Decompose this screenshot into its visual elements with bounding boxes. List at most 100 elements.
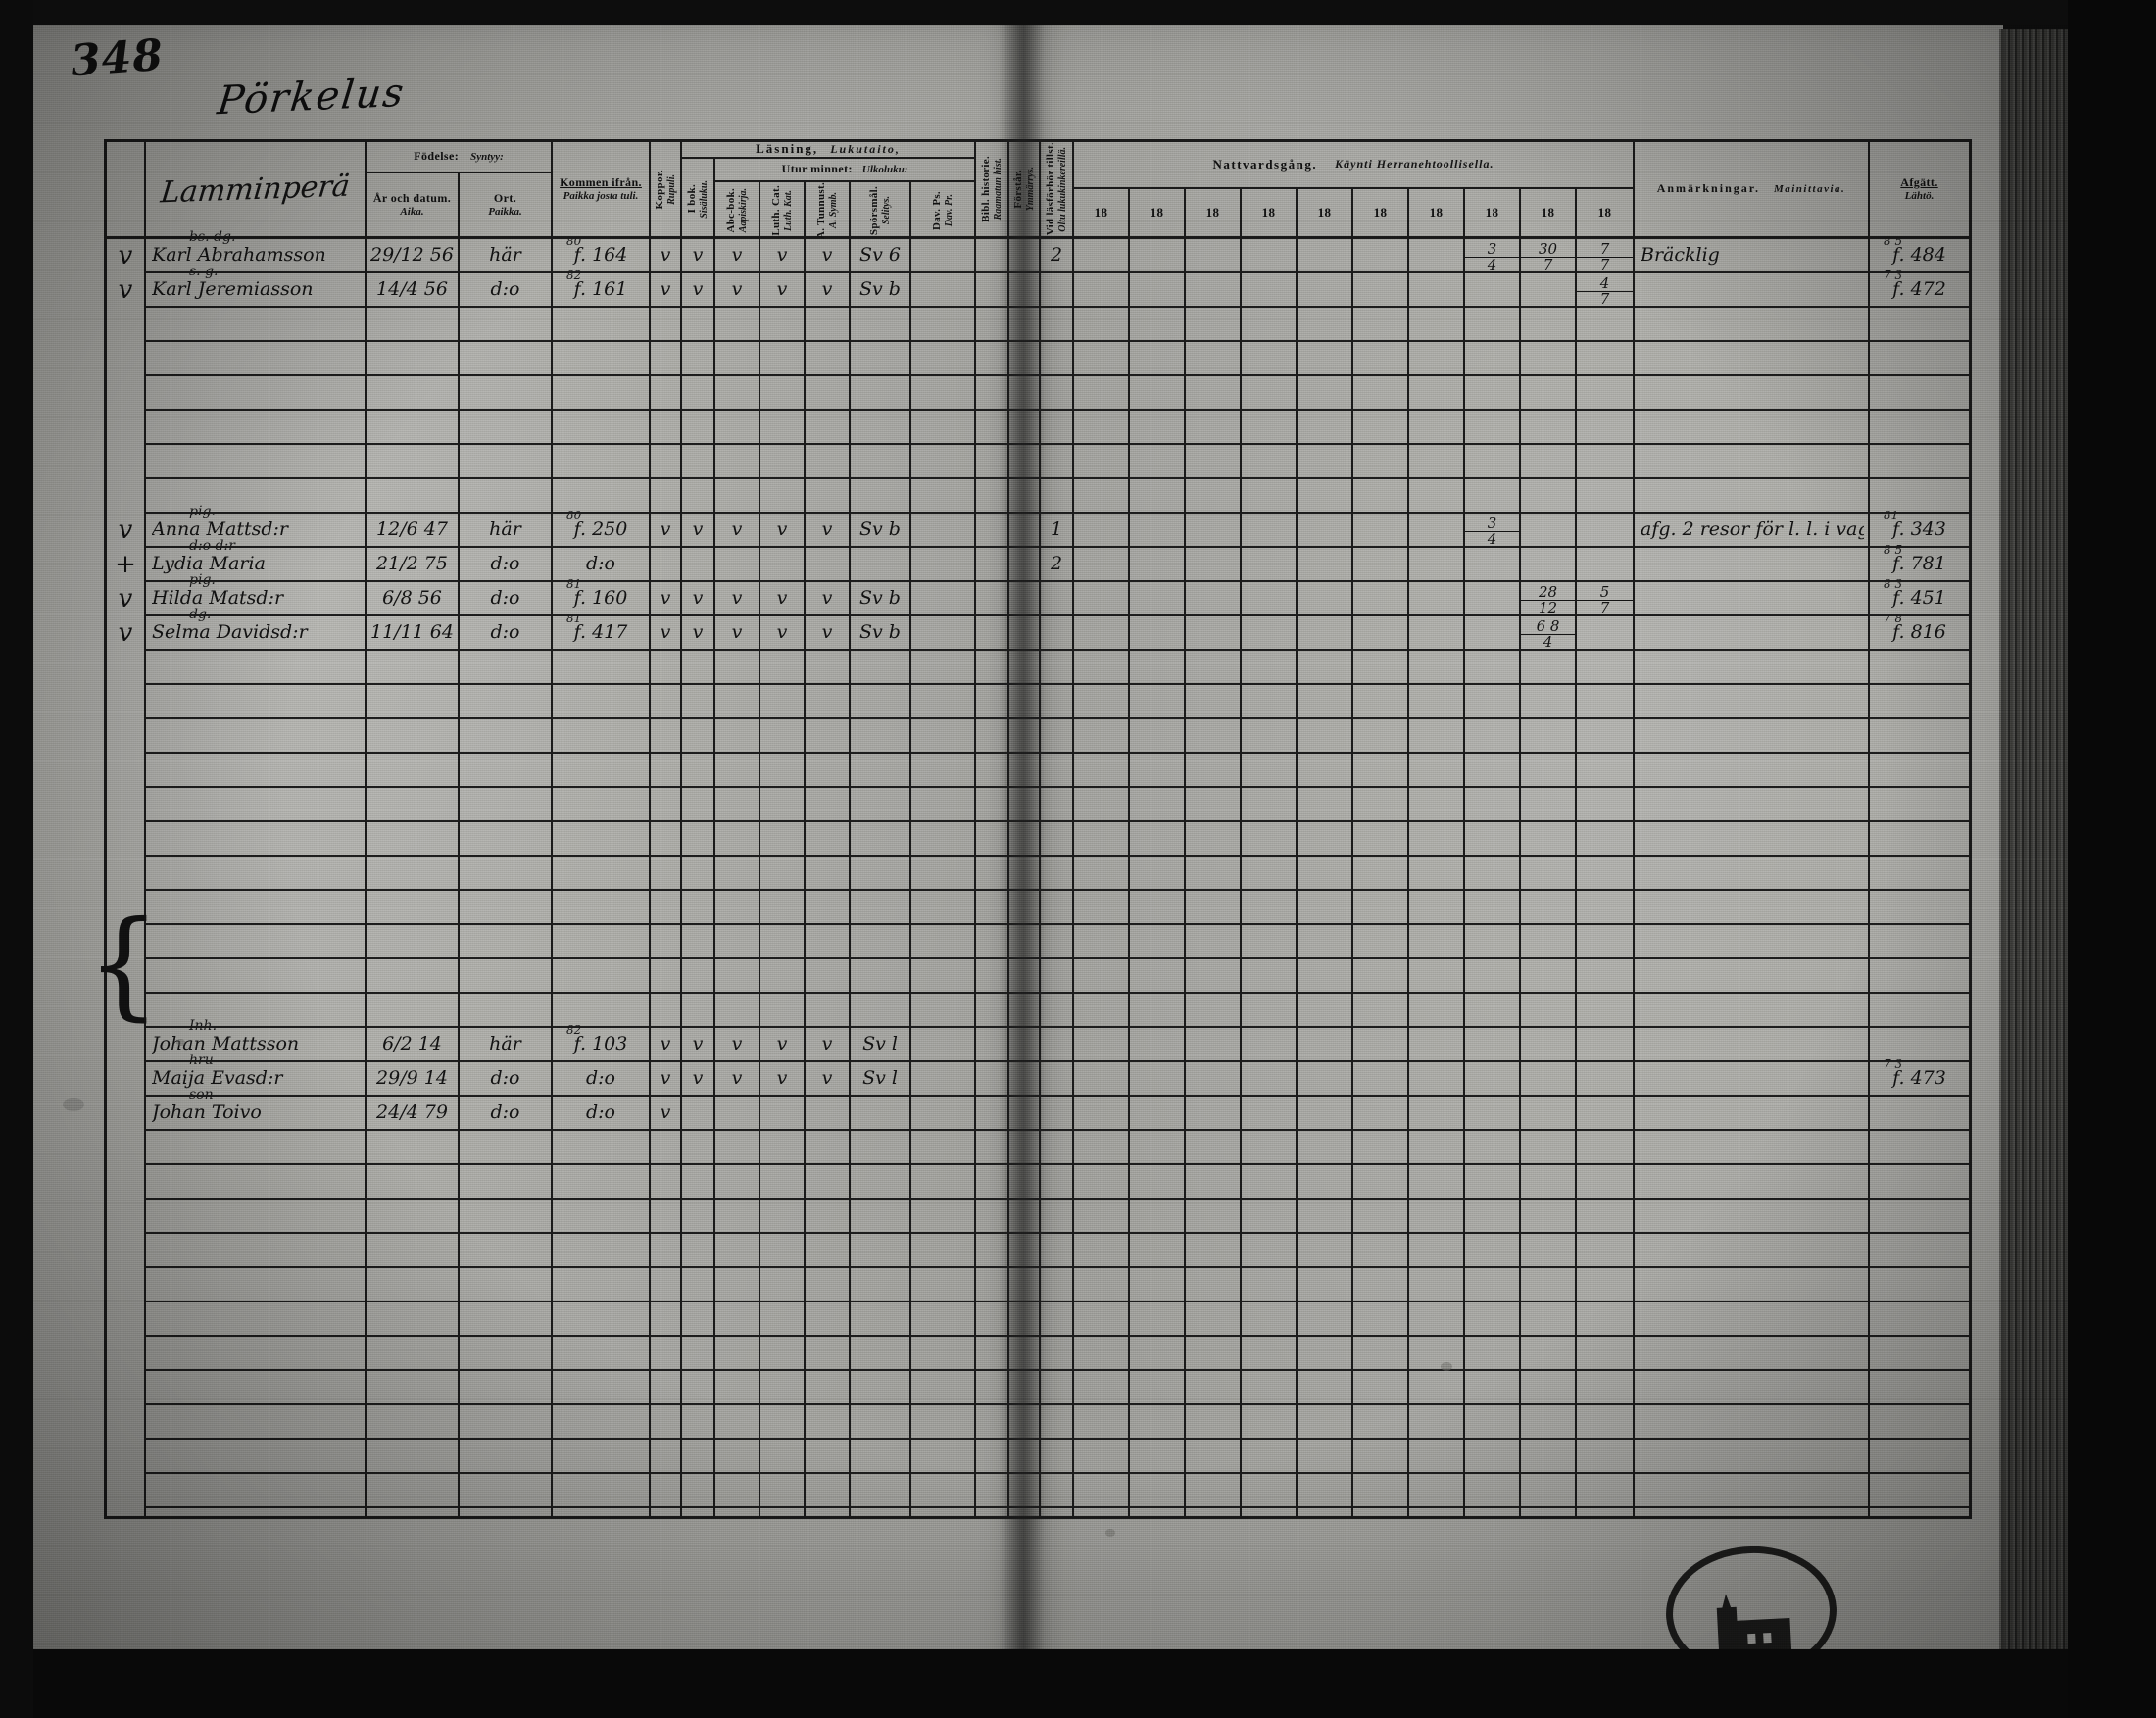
row-birth-place: d:o — [490, 621, 520, 643]
body-notes[interactable]: Bräcklig afg. 2 resor för l. l. i vagstjä… — [1635, 239, 1870, 1516]
row-reading-mark: v — [731, 621, 743, 643]
header-came-from-fi: Paikka josta tuli. — [563, 189, 639, 202]
row-reading-mark: Sv b — [859, 621, 901, 643]
row-person-name: Anna Mattsd:r — [152, 518, 289, 540]
body-came-from[interactable]: f. 164 80 f. 161 82 f. 250 80 d:o f. 160 81 f. 41… — [553, 235, 651, 1516]
communion-year-label: 18 — [1317, 204, 1332, 220]
row-reading-mark: v — [821, 1067, 833, 1089]
row-reading-mark: v — [821, 621, 833, 643]
row-check-mark[interactable]: v — [118, 618, 133, 648]
header-birth-date-sv: År och datum. — [372, 190, 452, 205]
header-communion-year-4: 18 — [1298, 189, 1353, 236]
header-understanding: Förstår. Ymmärrys. — [1009, 142, 1041, 236]
row-came-from: f. 103 — [573, 1033, 628, 1055]
row-came-from: d:o — [585, 1067, 615, 1089]
row-reading-mark: v — [692, 244, 704, 266]
body-departed[interactable]: f. 484 8 5 f. 472 7 3 f. 343 81 f. 781 8 5 f. 45… — [1870, 235, 1969, 1516]
row-departed-year: 81 — [1884, 509, 1899, 522]
row-reading-mark: v — [731, 278, 743, 300]
body-communion-year-3[interactable] — [1242, 239, 1298, 1516]
table-body: v v v + v v bs. dg. Karl Abrahamsson s. g. Karl … — [107, 230, 1969, 1516]
header-departed: Afgätt. Lähtö. — [1870, 142, 1969, 236]
row-smallpox-mark: v — [660, 1033, 671, 1055]
row-examination-mark: 1 — [1050, 518, 1063, 540]
row-birth-date: 29/12 56 — [370, 244, 454, 266]
body-communion-year-1[interactable] — [1130, 239, 1186, 1516]
communion-year-label: 18 — [1485, 204, 1499, 220]
row-person-name: Johan Toivo — [152, 1102, 262, 1123]
header-communion-year-2: 18 — [1186, 189, 1242, 236]
header-communion-years: 18 18 18 18 18 18 18 18 18 18 — [1074, 189, 1633, 236]
body-david-psalms[interactable] — [911, 239, 976, 1516]
row-check-mark[interactable]: v — [118, 275, 133, 305]
row-departed-year: 8 3 — [1884, 577, 1903, 591]
header-notes: Anmärkningar. Mainittavia. — [1635, 142, 1870, 236]
body-bible-history[interactable] — [976, 239, 1009, 1516]
header-communion-year-3: 18 — [1242, 189, 1298, 236]
church-icon — [1708, 1594, 1795, 1657]
row-reading-mark: v — [731, 518, 743, 540]
header-questions-sv: Spörsmål. — [868, 185, 880, 235]
header-bible-history: Bibl. historie. Raamatun hist. — [976, 142, 1009, 236]
row-birth-place: här — [489, 244, 521, 266]
body-communion-year-6[interactable] — [1409, 239, 1465, 1516]
header-name-column: Lamminperä — [146, 142, 367, 236]
row-birth-place: här — [489, 518, 521, 540]
body-name-column[interactable]: bs. dg. Karl Abrahamsson s. g. Karl Jeremia… — [146, 230, 367, 1516]
header-understanding-sv: Förstår. — [1012, 170, 1024, 209]
row-reading-mark: Sv l — [862, 1033, 898, 1055]
row-check-mark[interactable]: v — [118, 241, 133, 270]
header-reading-book-fi: Sisäluku. — [699, 179, 710, 219]
communion-year-label: 18 — [1541, 204, 1555, 220]
header-birth-date: År och datum. Aika. — [367, 173, 460, 236]
header-bible-history-fi: Raamatun hist. — [993, 158, 1004, 221]
row-check-mark[interactable]: v — [118, 584, 133, 614]
row-birth-place: d:o — [490, 278, 520, 300]
row-departed-ref: f. 343 — [1892, 518, 1946, 540]
body-communion-year-2[interactable] — [1186, 239, 1242, 1516]
row-came-from: f. 160 — [573, 587, 628, 609]
header-abc-book: Abc-bok. Aapiskirja. — [715, 181, 760, 239]
row-reading-mark: v — [731, 1067, 743, 1089]
body-communion-year-4[interactable] — [1298, 239, 1353, 1516]
row-check-mark[interactable]: + — [115, 550, 136, 579]
row-reading-mark: v — [821, 587, 833, 609]
row-reading-mark: v — [692, 1067, 704, 1089]
row-role-label: d:o d:r — [189, 538, 235, 554]
row-reading-mark: v — [821, 244, 833, 266]
communion-year-label: 18 — [1597, 204, 1612, 220]
body-understanding[interactable] — [1009, 239, 1041, 1516]
row-came-from-year: 81 — [566, 577, 582, 591]
header-david-psalms-sv: Dav. Ps. — [931, 190, 943, 230]
row-birth-place: d:o — [490, 1102, 520, 1123]
body-questions[interactable]: Sv 6 Sv b Sv b Sv b Sv b Sv l Sv l — [851, 239, 911, 1516]
row-reading-mark: v — [776, 278, 788, 300]
household-brace: { — [86, 897, 162, 1033]
row-reading-mark: Sv b — [859, 518, 901, 540]
body-communion-year-5[interactable] — [1353, 239, 1409, 1516]
body-at-examination[interactable]: 2 1 2 — [1041, 239, 1074, 1516]
body-birth-place[interactable]: här d:o här d:o d:o d:o här d:o d:o — [460, 239, 553, 1516]
header-luther-catechism: Luth. Cat. Luth. Kat. — [760, 181, 806, 239]
row-birth-place: d:o — [490, 587, 520, 609]
body-mark-column[interactable]: v v v + v v — [107, 239, 146, 1516]
row-departed-year: 8 5 — [1884, 234, 1903, 248]
row-smallpox-mark: v — [660, 278, 671, 300]
row-reading-mark: Sv 6 — [859, 244, 901, 266]
body-communion-year-0[interactable] — [1074, 239, 1130, 1516]
row-came-from-year: 80 — [566, 234, 582, 248]
body-birth-date[interactable]: 29/12 56 14/4 56 12/6 47 21/2 75 6/8 56 11/11… — [367, 239, 460, 1516]
row-role-label: dg. — [189, 607, 212, 622]
row-check-mark[interactable]: v — [118, 515, 133, 545]
